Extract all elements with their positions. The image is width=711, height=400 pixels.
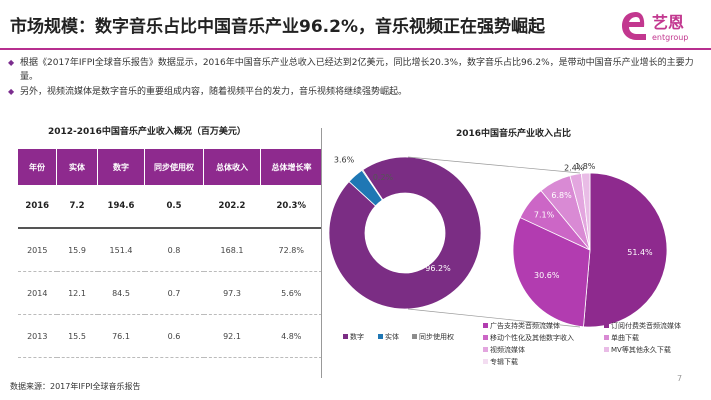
- header-divider: [0, 48, 711, 50]
- table-cell: 0.6: [144, 314, 204, 358]
- table-cell: 2013: [18, 314, 57, 358]
- col-header-growth: 总体增长率: [260, 149, 322, 185]
- table-cell: 202.2: [203, 185, 261, 229]
- legend-swatch: [604, 335, 609, 340]
- pie-label-0: 30.6%: [534, 271, 560, 280]
- donut-label-1: 3.6%: [334, 156, 355, 165]
- legend-swatch: [604, 323, 609, 328]
- legend-label: 单曲下载: [611, 333, 639, 342]
- donut-slice-2: [361, 169, 384, 201]
- legend-label: 广告支持类音频流媒体: [490, 321, 560, 330]
- table-row: 2013 15.5 76.1 0.6 92.1 4.8%: [18, 314, 322, 358]
- table-cell: 2016: [18, 185, 57, 229]
- entgroup-logo: 艺恩 entgroup: [622, 12, 688, 42]
- table-cell: 72.8%: [260, 228, 322, 272]
- bullet-item: ◆ 根据《2017年IFPI全球音乐报告》数据显示，2016年中国音乐产业总收入已…: [8, 56, 700, 84]
- table-cell: 15.5: [56, 314, 98, 358]
- legend-label: 专辑下载: [490, 357, 518, 366]
- table-row: 2016 7.2 194.6 0.5 202.2 20.3%: [18, 185, 322, 229]
- table-cell: 0.5: [144, 185, 204, 229]
- table-cell: 0.8: [144, 228, 204, 272]
- legend-swatch: [412, 334, 417, 339]
- legend-label: 移动个性化及其他数字收入: [490, 333, 574, 342]
- logo-cn-text: 艺恩: [652, 13, 684, 32]
- table-cell: 20.3%: [260, 185, 322, 229]
- col-header-total: 总体收入: [203, 149, 261, 185]
- data-source: 数据来源：2017年IFPI全球音乐报告: [10, 382, 141, 391]
- diamond-bullet-icon: ◆: [8, 58, 15, 67]
- legend-swatch: [343, 334, 348, 339]
- table-header-row: 年份 实体 数字 同步使用权 总体收入 总体增长率: [18, 149, 322, 185]
- legend-label: 订阅付费类音频流媒体: [611, 321, 681, 330]
- pie-label-3: 6.8%: [551, 191, 572, 200]
- col-header-digital: 数字: [97, 149, 145, 185]
- legend-label: MV等其他永久下载: [611, 345, 671, 354]
- legend-swatch: [483, 323, 488, 328]
- pie-slice-0: [512, 217, 591, 328]
- pie-label-1: 51.4%: [627, 248, 653, 257]
- logo-e-icon: [622, 12, 646, 40]
- legend-swatch: [604, 347, 609, 352]
- table-cell: 168.1: [203, 228, 261, 272]
- donut-slice-0: [328, 156, 482, 310]
- table-cell: 97.3: [203, 271, 261, 315]
- legend-swatch: [483, 347, 488, 352]
- table-cell: 2014: [18, 271, 57, 315]
- col-header-physical: 实体: [56, 149, 98, 185]
- table-cell: 84.5: [97, 271, 145, 315]
- legend-label: 实体: [385, 332, 399, 341]
- legend-label: 视频流媒体: [490, 345, 525, 354]
- legend-swatch: [483, 335, 488, 340]
- diamond-bullet-icon: ◆: [8, 87, 15, 96]
- table-cell: 151.4: [97, 228, 145, 272]
- bullet-text: 另外，视频流媒体是数字音乐的重要组成内容，随着视频平台的发力，音乐视频将继续强势…: [20, 87, 408, 97]
- pie-label-4: 2.4%: [564, 163, 585, 172]
- connector-line: [407, 308, 581, 328]
- connector-line: [407, 156, 581, 174]
- summary-bullets: ◆ 根据《2017年IFPI全球音乐报告》数据显示，2016年中国音乐产业总收入已…: [8, 56, 700, 100]
- pie-label-5: 1.8%: [575, 162, 596, 171]
- pie-label-2: 7.1%: [534, 211, 555, 220]
- table-cell: 7.2: [56, 185, 98, 229]
- col-header-year: 年份: [18, 149, 57, 185]
- table-cell: 92.1: [203, 314, 261, 358]
- table-row: 2014 12.1 84.5 0.7 97.3 5.6%: [18, 271, 322, 315]
- table-cell: 0.7: [144, 271, 204, 315]
- revenue-table: 年份 实体 数字 同步使用权 总体收入 总体增长率 2016 7.2 194.6…: [18, 149, 322, 358]
- page-title: 市场规模：数字音乐占比中国音乐产业96.2%，音乐视频正在强势崛起: [10, 17, 545, 37]
- legend-label: 同步使用权: [419, 332, 454, 341]
- donut-label-2: 0.2%: [373, 173, 394, 182]
- table-cell: 76.1: [97, 314, 145, 358]
- table-cell: 194.6: [97, 185, 145, 229]
- pie-slice-5: [580, 172, 591, 251]
- legend-label: 数字: [350, 332, 364, 341]
- table-cell: 5.6%: [260, 271, 322, 315]
- legend-swatch: [378, 334, 383, 339]
- pie-slice-1: [583, 172, 668, 328]
- bullet-text: 根据《2017年IFPI全球音乐报告》数据显示，2016年中国音乐产业总收入已经…: [20, 58, 694, 82]
- page-number: 7: [677, 374, 683, 383]
- logo-en-text: entgroup: [652, 33, 688, 42]
- table-cell: 15.9: [56, 228, 98, 272]
- table-cell: 4.8%: [260, 314, 322, 358]
- table-title: 2012-2016中国音乐产业收入概况（百万美元）: [48, 127, 246, 137]
- table-cell: 12.1: [56, 271, 98, 315]
- table-cell: 2015: [18, 228, 57, 272]
- donut-label-0: 96.2%: [425, 264, 451, 273]
- bullet-item: ◆ 另外，视频流媒体是数字音乐的重要组成内容，随着视频平台的发力，音乐视频将继续强…: [8, 85, 700, 99]
- table-row: 2015 15.9 151.4 0.8 168.1 72.8%: [18, 228, 322, 272]
- chart-title: 2016中国音乐产业收入占比: [456, 129, 572, 139]
- section-divider: [321, 128, 322, 378]
- col-header-sync: 同步使用权: [144, 149, 204, 185]
- legend-swatch: [483, 359, 488, 364]
